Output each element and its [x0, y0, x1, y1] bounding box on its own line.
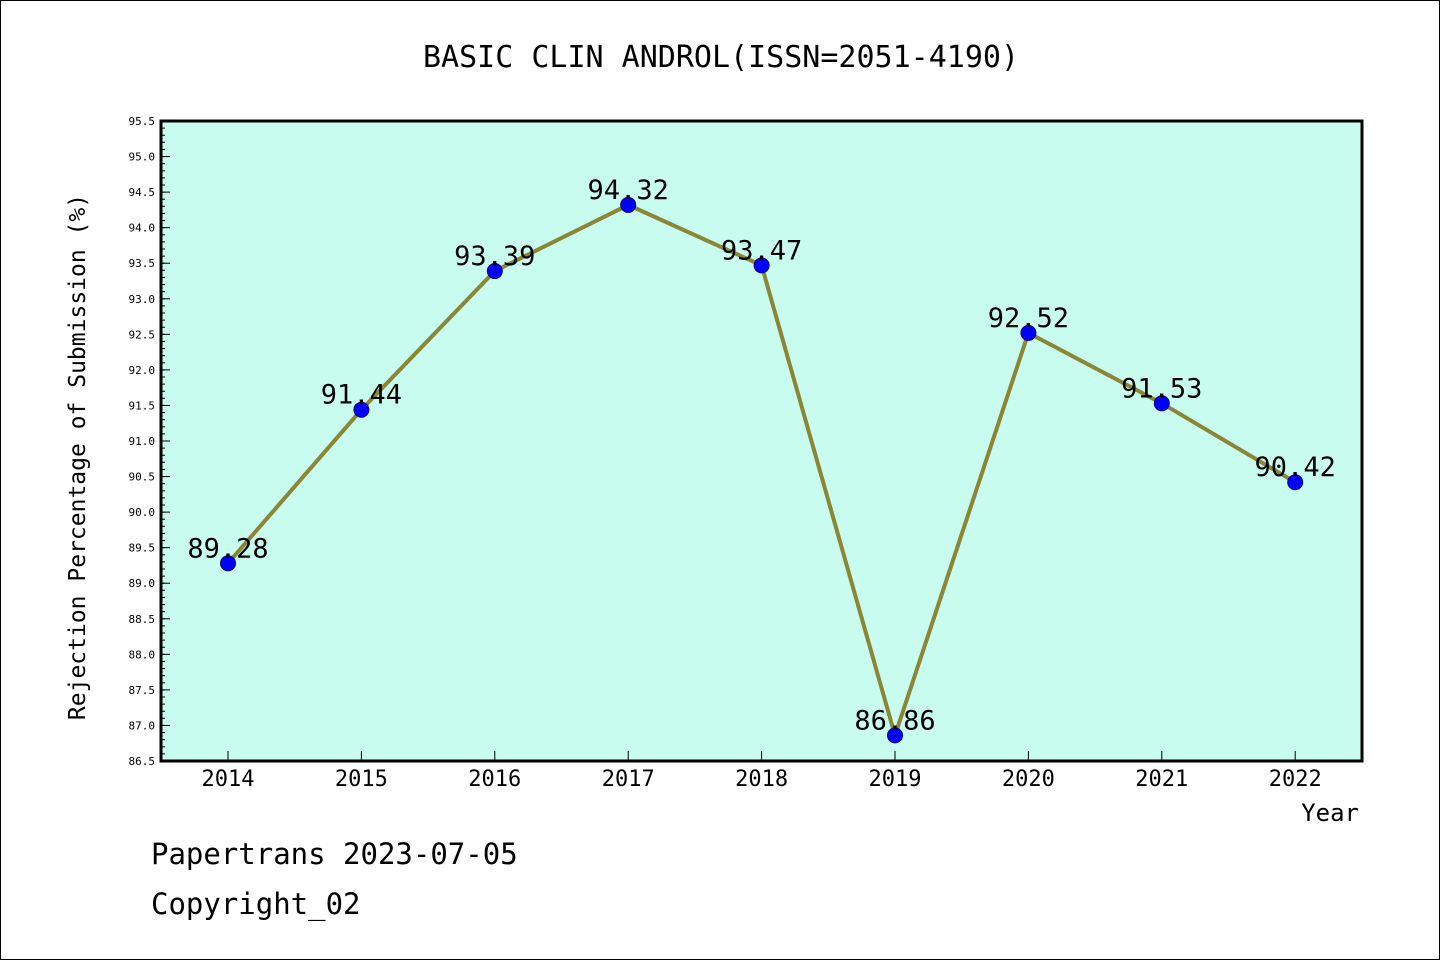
y-tick-label: 94.5 — [129, 186, 156, 199]
y-tick-label: 90.0 — [129, 506, 156, 519]
y-tick-label: 89.0 — [129, 577, 156, 590]
y-tick-label: 93.5 — [129, 257, 156, 270]
data-label: 90.42 — [1255, 452, 1336, 483]
y-tick-label: 90.5 — [129, 471, 156, 484]
x-axis-label: Year — [1301, 799, 1359, 827]
y-tick-label: 93.0 — [129, 293, 156, 306]
x-tick-label: 2016 — [468, 767, 521, 792]
data-label: 93.39 — [454, 241, 535, 272]
y-tick-label: 92.0 — [129, 364, 156, 377]
data-point-marker — [620, 196, 637, 213]
data-point-marker — [1153, 395, 1170, 412]
x-tick-label: 2021 — [1135, 767, 1188, 792]
y-axis-label: Rejection Percentage of Submission (%) — [65, 194, 91, 720]
y-tick-label: 87.0 — [129, 719, 156, 732]
y-tick-label: 89.5 — [129, 542, 156, 555]
data-point-marker — [220, 555, 236, 572]
y-tick-label: 87.5 — [129, 684, 156, 697]
y-tick-label: 95.5 — [129, 115, 156, 128]
data-label: 91.44 — [321, 380, 402, 411]
y-tick-label: 91.0 — [129, 435, 156, 448]
y-tick-label: 95.0 — [129, 151, 156, 164]
data-point-marker — [753, 257, 770, 274]
x-tick-label: 2019 — [869, 767, 922, 792]
y-tick-label: 94.0 — [129, 222, 156, 235]
x-tick-label: 2017 — [602, 767, 655, 792]
data-point-marker — [486, 263, 503, 280]
y-tick-label: 88.0 — [129, 648, 156, 661]
footer-copyright-text: Copyright_02 — [151, 887, 361, 921]
data-label: 89.28 — [187, 533, 268, 564]
y-axis-ticks: 86.5 87.0 87.5 88.0 88.5 89.0 89.5 90.0 90.5 91.0… — [129, 115, 170, 768]
data-label: 92.52 — [988, 303, 1069, 334]
x-tick-label: 2014 — [202, 767, 255, 792]
data-labels-group: 89.28 91.44 93.39 94.32 93.47 86.86 92.52 91.53… — [187, 175, 1335, 736]
x-tick-label: 2020 — [1002, 767, 1055, 792]
y-tick-label: 88.5 — [129, 613, 156, 626]
x-axis-ticks: 2014 2015 2016 2017 2018 2019 2020 2021 2022 — [202, 751, 1322, 792]
plot-area — [159, 119, 1364, 763]
x-tick-label: 2015 — [335, 767, 388, 792]
data-label: 93.47 — [721, 235, 802, 266]
x-tick-label: 2022 — [1269, 767, 1322, 792]
x-tick-label: 2018 — [735, 767, 788, 792]
data-label: 94.32 — [588, 175, 669, 206]
data-label: 86.86 — [854, 705, 935, 736]
data-point-marker — [1287, 474, 1304, 491]
y-tick-label: 91.5 — [129, 399, 156, 412]
y-tick-label: 86.5 — [129, 755, 156, 768]
data-point-marker — [887, 727, 903, 744]
y-tick-label: 92.5 — [129, 328, 156, 341]
data-point-marker — [353, 401, 370, 418]
data-label: 91.53 — [1121, 373, 1202, 404]
series-line-group — [220, 196, 1304, 744]
footer-date-text: Papertrans 2023-07-05 — [151, 837, 518, 871]
data-point-marker — [1020, 324, 1037, 341]
chart-title: BASIC CLIN ANDROL(ISSN=2051-4190) — [423, 40, 1019, 75]
